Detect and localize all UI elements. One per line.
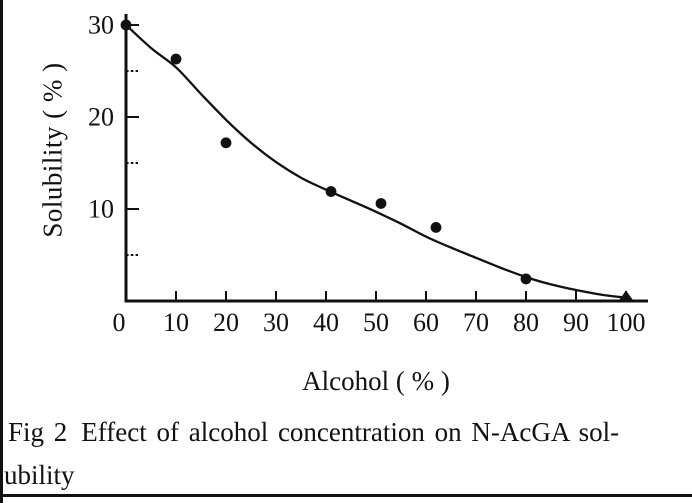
figure-number: Fig 2 — [8, 417, 68, 447]
x-tick-label: 40 — [313, 308, 339, 337]
solubility-vs-alcohol-plot: 0 10 20 30 40 50 60 70 80 90 100 10 20 30 — [88, 11, 648, 337]
data-point-marker — [170, 53, 182, 65]
figure-caption-text: Effect of alcohol concentration on N-AcG… — [81, 417, 620, 447]
figure-caption-line1: Fig 2 Effect of alcohol concentration on … — [8, 417, 619, 448]
figure-caption-line2: ubility — [4, 460, 75, 490]
x-tick-label: 20 — [213, 308, 239, 337]
data-point-marker — [618, 290, 634, 302]
x-tick-label: 60 — [413, 308, 439, 337]
y-axis-title: Solubility ( % ) — [37, 62, 68, 238]
x-tick-label: 80 — [513, 308, 539, 337]
data-point-marker — [430, 222, 442, 233]
scan-edge-artifact-left — [0, 0, 3, 503]
x-tick-label: 70 — [463, 308, 489, 337]
x-tick-label: 50 — [363, 308, 389, 337]
y-tick-label: 10 — [88, 195, 114, 224]
data-point-marker — [375, 198, 387, 209]
data-point-marker — [520, 273, 532, 285]
bottom-rule-divider — [0, 494, 692, 497]
x-tick-label: 30 — [263, 308, 289, 337]
y-tick-label: 30 — [88, 11, 114, 40]
y-tick-label: 20 — [88, 103, 114, 132]
data-point-marker — [220, 137, 232, 149]
x-tick-label: 10 — [163, 308, 189, 337]
x-tick-label: 90 — [563, 308, 589, 337]
x-tick-label: 0 — [113, 308, 126, 337]
data-point-marker — [120, 19, 132, 31]
x-tick-label: 100 — [607, 308, 646, 337]
fitted-curve — [124, 23, 628, 299]
x-axis-title: Alcohol ( % ) — [302, 366, 450, 396]
data-point-marker — [325, 186, 337, 197]
